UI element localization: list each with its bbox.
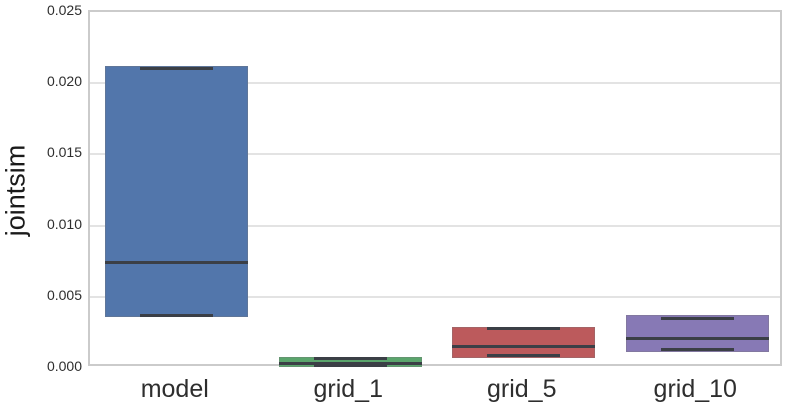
gridline: [90, 153, 780, 156]
whisker-cap-low: [140, 313, 214, 317]
plot-area: [88, 10, 782, 367]
y-tick-label: 0.020: [46, 73, 82, 90]
whisker-cap-high: [313, 356, 387, 360]
y-axis-label: jointsim: [0, 144, 31, 237]
gridline: [90, 295, 780, 298]
y-tick-label: 0.005: [46, 286, 82, 303]
x-tick-label-grid_5: grid_5: [487, 375, 557, 403]
gridline: [90, 224, 780, 227]
whisker-cap-low: [487, 353, 561, 357]
median-line: [105, 261, 249, 265]
y-tick-label: 0.000: [46, 358, 82, 374]
y-tick-label: 0.025: [46, 2, 82, 18]
y-tick-label: 0.015: [46, 144, 82, 161]
box-rect: [452, 326, 596, 359]
median-line: [625, 336, 769, 340]
whisker-cap-high: [487, 326, 561, 330]
whisker-cap-high: [660, 316, 734, 320]
median-line: [278, 362, 422, 366]
whisker-cap-high: [140, 67, 214, 71]
x-tick-label-grid_10: grid_10: [653, 375, 737, 403]
box-rect: [105, 66, 249, 317]
x-tick-label-model: model: [140, 375, 209, 403]
whisker-cap-low: [660, 347, 734, 351]
gridline: [90, 82, 780, 85]
y-tick-label: 0.010: [46, 215, 82, 232]
box-rect: [625, 315, 769, 353]
x-tick-label-grid_1: grid_1: [313, 375, 384, 403]
median-line: [452, 345, 596, 349]
